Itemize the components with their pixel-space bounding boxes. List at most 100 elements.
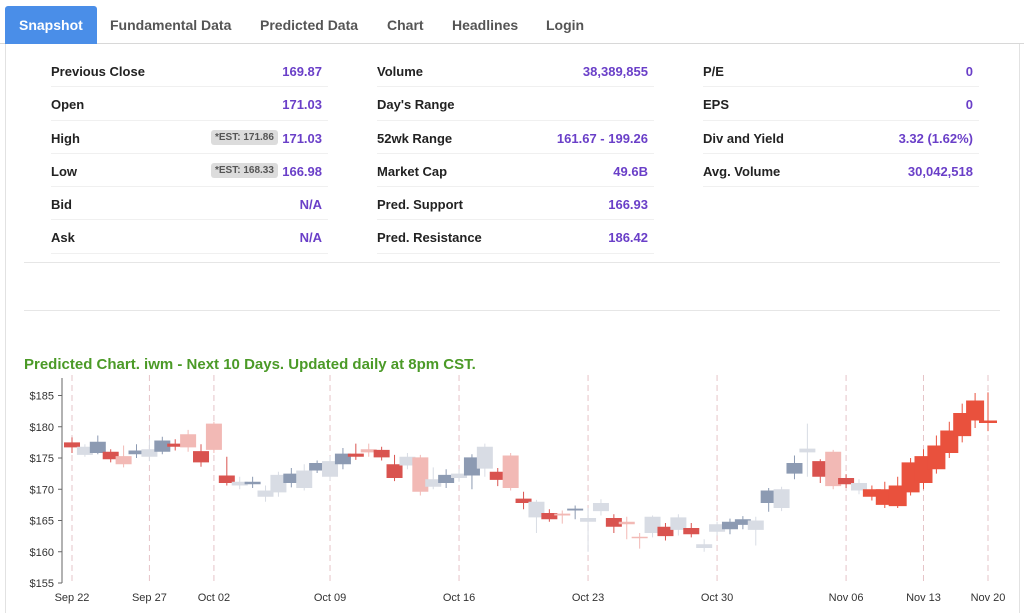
- candle-body: [257, 490, 274, 497]
- candle-body: [244, 481, 261, 485]
- y-tick-label: $165: [30, 516, 54, 528]
- tab-predicted-data[interactable]: Predicted Data: [260, 17, 359, 33]
- candle-body: [709, 524, 726, 532]
- candle-body: [567, 508, 584, 511]
- stat-row-volume: Volume 38,389,855: [377, 54, 654, 88]
- stat-label: 52wk Range: [377, 130, 453, 146]
- tab-headlines[interactable]: Headlines: [452, 17, 519, 33]
- candle-body: [386, 464, 403, 478]
- candle-body: [966, 400, 985, 421]
- candle-body: [283, 473, 300, 483]
- candle-body: [554, 513, 571, 516]
- candle-body: [115, 456, 132, 465]
- candle-body: [154, 440, 171, 452]
- divider: [24, 310, 1000, 311]
- x-tick-label: Oct 23: [572, 592, 604, 604]
- stat-label: Volume: [377, 64, 423, 79]
- candle-body: [438, 474, 455, 483]
- y-tick-label: $175: [30, 453, 54, 465]
- stat-label: Pred. Resistance: [377, 230, 482, 246]
- stat-value: 0: [965, 97, 973, 113]
- stat-label: Pred. Support: [377, 197, 463, 213]
- candle-body: [296, 470, 313, 488]
- stat-row-market-cap: Market Cap 49.6B: [377, 154, 654, 188]
- candle-body: [644, 516, 661, 533]
- candle-body: [605, 518, 622, 527]
- candle-body: [412, 457, 429, 492]
- x-tick-label: Nov 20: [971, 592, 1006, 604]
- stat-label: EPS: [703, 97, 730, 113]
- estimate-badge: *EST: 171.86: [211, 129, 278, 145]
- stat-row-avg-volume: Avg. Volume 30,042,518: [703, 154, 979, 188]
- candle-body: [463, 457, 480, 476]
- stat-label: Bid: [51, 197, 72, 213]
- stat-row-pred-support: Pred. Support 166.93: [377, 187, 654, 221]
- stat-value: 166.93: [608, 197, 648, 213]
- stat-row-days-range: Day's Range: [377, 87, 654, 121]
- stat-label: Ask: [51, 230, 75, 246]
- candle-body: [167, 443, 184, 447]
- candle-body: [360, 449, 377, 453]
- stats-column-3: P/E 0 EPS 0 Div and Yield 3.32 (1.62%) A…: [703, 54, 979, 188]
- candle-body: [541, 513, 558, 520]
- candle-body: [425, 479, 442, 487]
- candle-body: [618, 521, 635, 525]
- candle-body: [180, 434, 197, 448]
- stat-value: N/A: [299, 230, 322, 246]
- y-tick-label: $180: [30, 422, 54, 434]
- stat-label: Avg. Volume: [703, 163, 781, 179]
- stat-value: 186.42: [608, 230, 648, 246]
- candle-body: [322, 461, 339, 477]
- candle-body: [657, 526, 674, 537]
- candle-body: [231, 481, 248, 486]
- stat-label: Open: [51, 97, 85, 113]
- stat-label: Previous Close: [51, 64, 145, 79]
- candle-body: [631, 536, 648, 539]
- candle-body: [747, 520, 764, 530]
- y-tick-label: $185: [30, 391, 54, 403]
- candle-body: [734, 519, 751, 525]
- stat-label: High: [51, 130, 80, 146]
- stat-row-previous-close: Previous Close 169.87: [51, 54, 328, 88]
- candle-body: [979, 420, 997, 423]
- y-tick-label: $170: [30, 484, 54, 496]
- stat-value: 166.98: [282, 163, 322, 179]
- candle-body: [773, 489, 790, 508]
- tab-snapshot[interactable]: Snapshot: [5, 6, 97, 44]
- x-tick-label: Oct 16: [443, 592, 475, 604]
- tab-chart[interactable]: Chart: [387, 17, 424, 33]
- x-tick-label: Sep 22: [55, 592, 90, 604]
- candle-body: [580, 518, 597, 522]
- candle-body: [760, 490, 777, 503]
- tab-fundamental-data[interactable]: Fundamental Data: [110, 17, 232, 33]
- stats-column-1: Previous Close 169.87 Open 171.03 High *…: [51, 54, 328, 254]
- tab-bar: Snapshot Fundamental Data Predicted Data…: [0, 0, 1024, 44]
- candle-body: [683, 528, 700, 535]
- candle-body: [270, 474, 287, 493]
- x-tick-label: Nov 06: [829, 592, 864, 604]
- stat-value: 171.03: [282, 130, 322, 146]
- tab-login[interactable]: Login: [546, 17, 585, 33]
- stat-value: 161.67 - 199.26: [556, 130, 648, 146]
- stat-label: Div and Yield: [703, 130, 784, 146]
- candle-body: [141, 449, 158, 457]
- x-tick-label: Sep 27: [132, 592, 167, 604]
- stat-row-52wk-range: 52wk Range 161.67 - 199.26: [377, 121, 654, 154]
- y-tick-label: $155: [30, 578, 54, 590]
- stat-row-bid: Bid N/A: [51, 187, 328, 221]
- candle-body: [128, 450, 145, 455]
- candle-body: [193, 451, 210, 463]
- stat-label: P/E: [703, 64, 724, 79]
- candle-body: [825, 451, 842, 487]
- candle-body: [347, 453, 364, 457]
- candle-body: [334, 453, 351, 465]
- candle-body: [309, 463, 326, 471]
- x-tick-label: Oct 02: [198, 592, 230, 604]
- stat-value: 169.87: [282, 64, 322, 79]
- stats-column-2: Volume 38,389,855 Day's Range 52wk Range…: [377, 54, 654, 254]
- candle-body: [373, 449, 390, 458]
- candle-body: [786, 463, 803, 474]
- candle-body: [89, 441, 106, 453]
- candle-body: [502, 455, 519, 488]
- y-tick-label: $160: [30, 547, 54, 559]
